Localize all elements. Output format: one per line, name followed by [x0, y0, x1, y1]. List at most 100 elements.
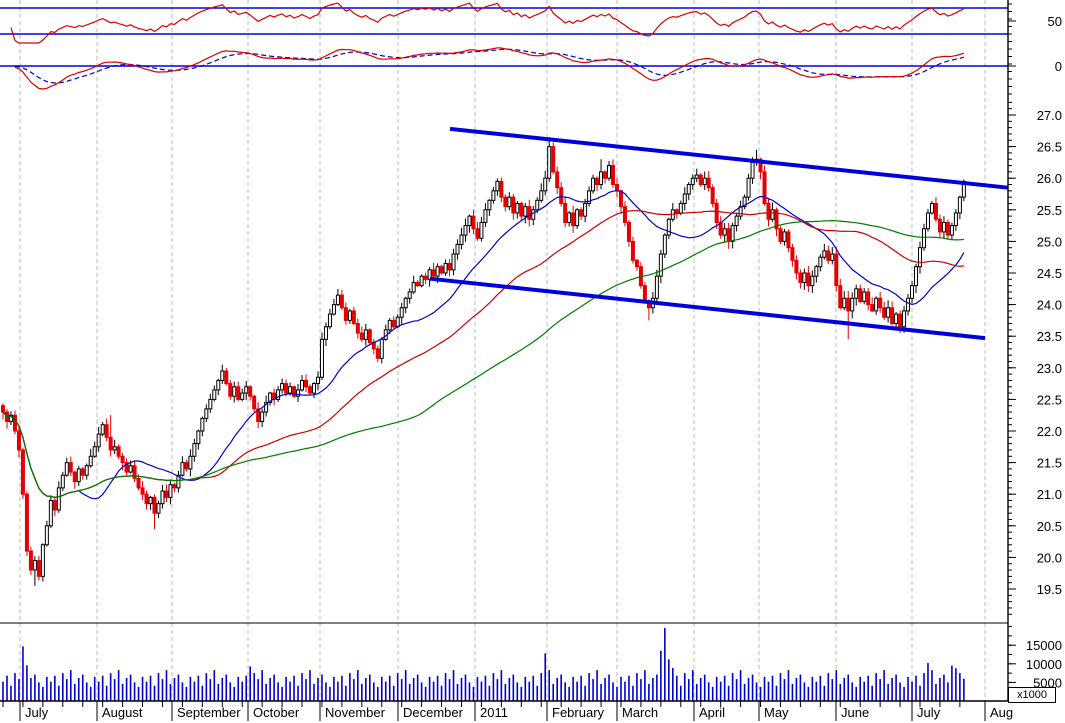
- candle-body: [579, 209, 584, 217]
- candle-body: [168, 484, 173, 498]
- right-axis: 50 0 27.0 26.5 26.0 25.5 25.0 24.5 24.0 23.5 23.0 2…: [1007, 0, 1062, 701]
- candle-body: [471, 215, 476, 230]
- candle-body: [56, 487, 61, 511]
- candle-body: [391, 319, 396, 328]
- candle-body: [288, 386, 293, 394]
- candle-body: [774, 209, 779, 230]
- candle-body: [204, 408, 209, 419]
- candle-body: [32, 560, 37, 571]
- candle-body: [12, 414, 17, 432]
- candle-body: [949, 225, 954, 236]
- candle-body: [902, 310, 907, 328]
- candle-body: [882, 307, 887, 318]
- candle-body: [327, 313, 332, 328]
- candle-body: [268, 392, 273, 404]
- macd-signal-line: [14, 48, 965, 84]
- price-axis-label: 27.0: [1037, 108, 1062, 123]
- month-label: May: [764, 705, 789, 720]
- candle-body: [798, 272, 803, 283]
- month-label: November: [325, 705, 386, 720]
- candle-body: [36, 560, 41, 577]
- candle-body: [726, 228, 731, 242]
- candle-body: [710, 187, 715, 204]
- candle-body: [587, 190, 592, 204]
- candle-body: [535, 199, 540, 211]
- candle-body: [52, 500, 57, 511]
- macd-panel: [14, 47, 965, 90]
- candle-body: [654, 275, 659, 299]
- candle-body: [1, 405, 5, 413]
- candle-body: [898, 313, 903, 328]
- candle-body: [662, 234, 667, 255]
- candle-body: [682, 193, 687, 204]
- month-label: 2011: [480, 705, 508, 720]
- candle-body: [642, 285, 647, 302]
- candle-body: [770, 209, 775, 220]
- candle-body: [563, 202, 568, 223]
- candle-body: [870, 304, 875, 312]
- candle-body: [427, 269, 432, 280]
- candle-body: [766, 202, 771, 220]
- candle-body: [519, 202, 524, 217]
- candle-body: [220, 370, 225, 381]
- candle-body: [918, 247, 923, 268]
- candle-body: [224, 370, 229, 385]
- candle-body: [264, 402, 269, 413]
- candle-body: [921, 228, 926, 249]
- candle-body: [40, 544, 45, 577]
- candle-body: [686, 184, 691, 195]
- candle-body: [702, 177, 707, 186]
- candle-body: [603, 171, 608, 179]
- candle-body: [495, 180, 500, 192]
- candle-body: [634, 259, 639, 268]
- candle-body: [543, 177, 548, 192]
- candle-body: [311, 383, 316, 394]
- candle-body: [144, 493, 149, 505]
- price-axis-label: 22.5: [1037, 392, 1062, 407]
- volume-axis-label: 5000: [1033, 675, 1062, 690]
- candle-body: [762, 171, 767, 204]
- candle-body: [60, 474, 65, 489]
- candle-body: [84, 465, 89, 476]
- candle-body: [228, 383, 233, 397]
- candle-body: [423, 275, 428, 280]
- candle-body: [128, 465, 133, 473]
- candle-body: [212, 389, 217, 400]
- candle-body: [80, 468, 85, 476]
- candle-body: [838, 285, 843, 309]
- price-axis-label: 23.5: [1037, 329, 1062, 344]
- candle-body: [463, 225, 468, 236]
- candle-body: [363, 329, 368, 340]
- candle-body: [614, 184, 619, 192]
- candle-body: [315, 376, 320, 385]
- candle-body: [188, 455, 193, 470]
- month-label: February: [552, 705, 605, 720]
- price-axis-label: 23.0: [1037, 361, 1062, 376]
- candle-body: [176, 474, 181, 489]
- candle-body: [810, 275, 815, 287]
- candle-body: [611, 165, 616, 186]
- candle-body: [323, 326, 328, 340]
- candle-body: [539, 190, 544, 201]
- candle-body: [786, 231, 791, 249]
- price-axis-label: 25.5: [1037, 203, 1062, 218]
- candle-body: [156, 503, 161, 514]
- candle-body: [335, 294, 340, 306]
- candle-body: [834, 253, 839, 287]
- candle-body: [854, 288, 859, 299]
- candle-body: [375, 348, 380, 359]
- candle-body: [507, 196, 512, 208]
- candle-body: [822, 250, 827, 258]
- candle-body: [459, 234, 464, 246]
- price-axis-label: 20.0: [1037, 550, 1062, 565]
- candle-body: [523, 206, 528, 217]
- candle-body: [555, 171, 560, 189]
- month-label: July: [25, 705, 49, 720]
- candle-body: [72, 471, 77, 483]
- candle-body: [746, 177, 751, 198]
- rsi-line: [10, 2, 965, 44]
- month-label: June: [841, 705, 869, 720]
- candle-body: [941, 221, 946, 233]
- candle-body: [112, 446, 117, 451]
